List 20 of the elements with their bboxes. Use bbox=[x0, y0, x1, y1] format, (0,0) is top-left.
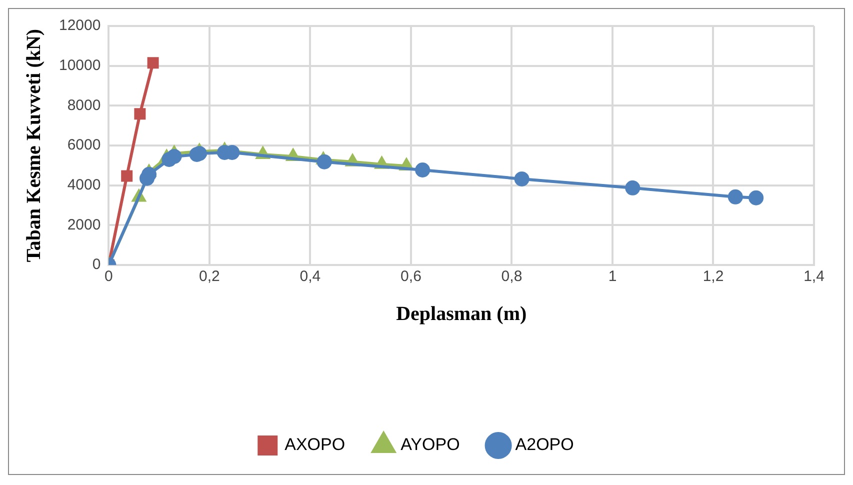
y-tick-label: 12000 bbox=[58, 17, 101, 34]
x-tick-label: 1,4 bbox=[804, 268, 824, 286]
x-tick-label: 0,6 bbox=[400, 268, 422, 286]
y-tick-label: 8000 bbox=[67, 96, 101, 114]
y-tick-label: 6000 bbox=[67, 136, 101, 154]
x-tick-label: 0,4 bbox=[300, 268, 321, 286]
x-tick-label: 0,8 bbox=[501, 268, 522, 286]
y-tick-label: 0 bbox=[92, 256, 101, 274]
x-tick-label: 0,2 bbox=[199, 268, 220, 286]
x-tick-label: 0 bbox=[104, 268, 113, 286]
legend-label: AXOPO bbox=[284, 435, 346, 454]
y-tick-label: 2000 bbox=[67, 216, 101, 234]
y-tick-label: 4000 bbox=[67, 176, 101, 194]
legend-label: A2OPO bbox=[515, 435, 574, 454]
x-axis-title: Deplasman (m) bbox=[396, 303, 527, 326]
x-tick-label: 1,2 bbox=[702, 268, 724, 286]
x-tick-label: 1 bbox=[608, 268, 617, 286]
y-tick-label: 10000 bbox=[58, 56, 101, 74]
legend-label: AYOPO bbox=[400, 435, 460, 454]
y-axis-title: Taban Kesme Kuvveti (kN) bbox=[23, 28, 46, 262]
